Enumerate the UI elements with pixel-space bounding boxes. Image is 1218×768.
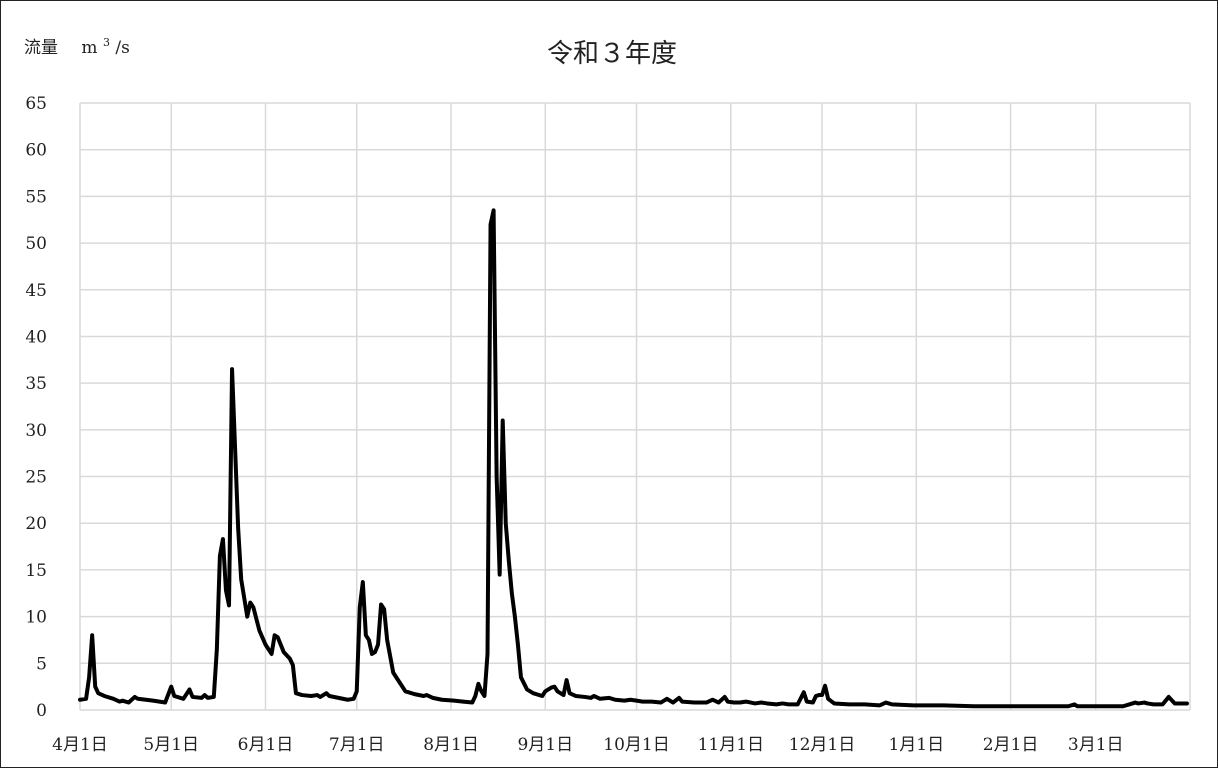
y-tick-label: 0 [36,701,47,721]
y-axis-label: 流量 m 3 /s [24,31,130,58]
x-tick-labels: 4月1日 5月1日 6月1日 7月1日 8月1日 9月1日 10月1日 11月1日 12月1日 1… [52,735,1123,755]
x-tick-label: 2月1日 [983,735,1039,755]
x-tick-label: 1月1日 [888,735,944,755]
y-tick-label: 15 [25,561,47,581]
y-tick-label: 55 [25,187,47,207]
vertical-grid [79,103,1191,710]
y-axis-label-prefix: 流量 [24,38,58,58]
y-tick-label: 45 [25,281,47,301]
y-tick-label: 20 [25,514,47,534]
y-tick-label: 65 [25,94,47,114]
series-group [78,208,1189,709]
x-tick-label: 9月1日 [517,735,573,755]
y-tick-label: 5 [36,654,47,674]
x-tick-label: 11月1日 [698,735,764,755]
x-tick-label: 4月1日 [52,735,108,755]
x-tick-label: 10月1日 [603,735,669,755]
series-line-flow [78,208,1189,709]
y-tick-label: 10 [25,608,47,628]
y-axis-unit-base: m [81,38,97,58]
y-tick-labels: 0 5 10 15 20 25 30 35 40 45 50 55 60 65 [25,94,47,721]
x-tick-label: 7月1日 [329,735,385,755]
y-tick-label: 60 [25,141,47,161]
x-tick-label: 3月1日 [1068,735,1124,755]
x-tick-label: 8月1日 [423,735,479,755]
y-tick-label: 50 [25,234,47,254]
y-tick-label: 40 [25,327,47,347]
x-tick-label: 12月1日 [789,735,855,755]
y-axis-unit-superscript: 3 [103,36,110,49]
y-tick-label: 25 [25,468,47,488]
x-tick-label: 6月1日 [238,735,294,755]
y-axis-unit-suffix: /s [115,38,129,58]
x-tick-label: 5月1日 [143,735,199,755]
y-tick-label: 35 [25,374,47,394]
y-tick-label: 30 [25,421,47,441]
horizontal-grid [80,102,1190,711]
chart-title: 令和３年度 [547,39,677,69]
